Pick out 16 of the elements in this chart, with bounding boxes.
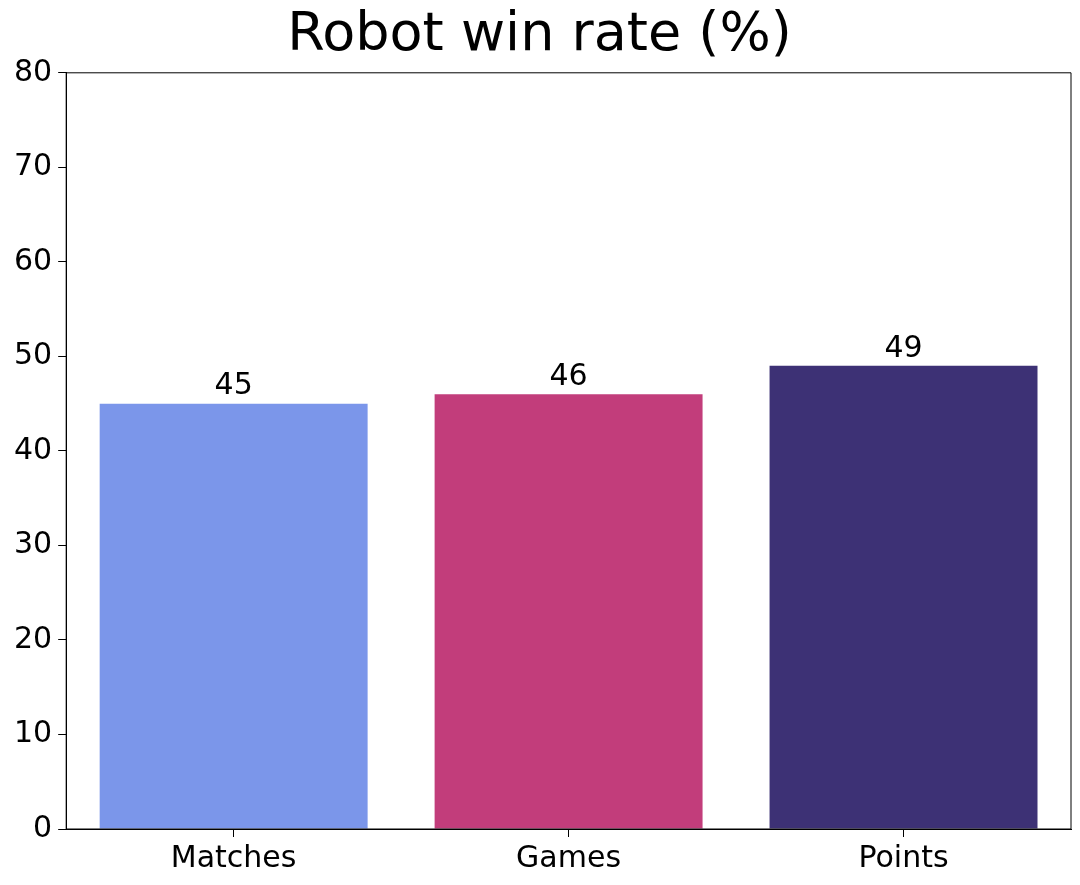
- y-tick-label: 80: [13, 52, 53, 88]
- y-tick-label: 0: [33, 808, 53, 844]
- y-tick-label: 50: [13, 336, 53, 372]
- data-label: 45: [214, 366, 253, 402]
- x-tick-label: Games: [516, 838, 622, 874]
- y-tick-label: 70: [13, 147, 53, 183]
- x-tick-label: Matches: [170, 838, 297, 874]
- x-tick-label: Points: [858, 838, 949, 874]
- data-label: 46: [549, 356, 588, 392]
- data-label: 49: [884, 328, 923, 364]
- y-tick-label: 40: [13, 430, 53, 466]
- chart-title: Robot win rate (%): [287, 0, 792, 64]
- y-tick-label: 10: [13, 714, 53, 750]
- y-tick-label: 60: [13, 241, 53, 277]
- y-tick-label: 20: [13, 619, 53, 655]
- y-tick-label: 30: [13, 525, 53, 561]
